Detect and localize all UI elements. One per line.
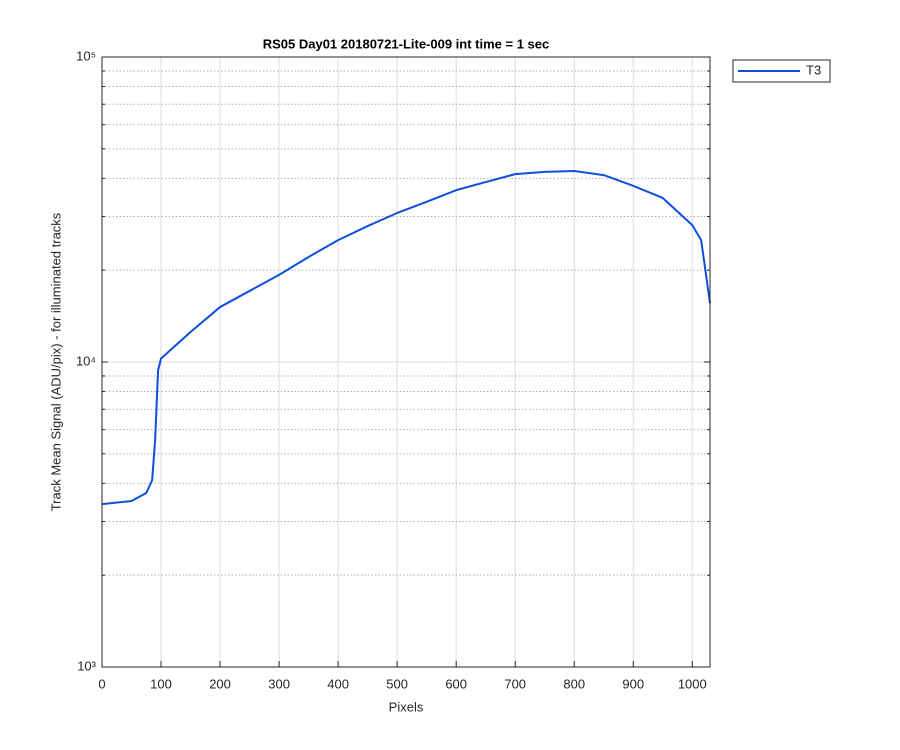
x-tick-label: 500 xyxy=(386,676,408,691)
x-tick-label: 700 xyxy=(504,676,526,691)
x-tick-label: 800 xyxy=(563,676,585,691)
x-axis-label: Pixels xyxy=(389,699,424,714)
x-tick-label: 0 xyxy=(98,676,105,691)
x-tick-label: 200 xyxy=(209,676,231,691)
x-tick-label: 400 xyxy=(327,676,349,691)
y-tick-label: 10⁴ xyxy=(76,353,96,368)
x-tick-label: 900 xyxy=(622,676,644,691)
y-tick-label: 10⁵ xyxy=(76,48,96,63)
x-tick-label: 600 xyxy=(445,676,467,691)
x-tick-label: 100 xyxy=(150,676,172,691)
y-axis-label: Track Mean Signal (ADU/pix) - for illumi… xyxy=(48,212,63,511)
chart-title: RS05 Day01 20180721-Lite-009 int time = … xyxy=(263,36,550,51)
legend-label: T3 xyxy=(806,62,821,77)
series-line xyxy=(101,169,711,506)
y-tick-label: 10³ xyxy=(77,658,96,673)
x-tick-label: 300 xyxy=(268,676,290,691)
x-tick-label: 1000 xyxy=(678,676,707,691)
marks xyxy=(101,169,711,506)
